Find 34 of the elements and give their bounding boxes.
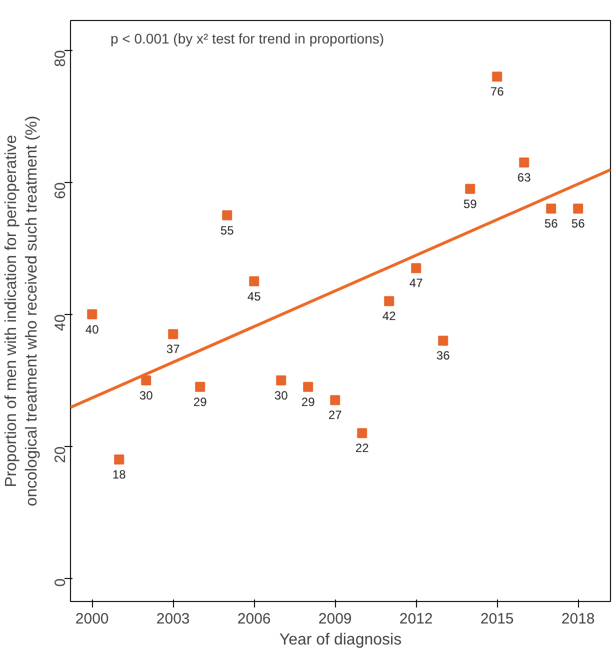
y-tick-label: 20: [52, 446, 69, 464]
x-tick-label: 2006: [237, 610, 271, 628]
data-label: 22: [355, 441, 370, 456]
y-tick-label: 0: [52, 578, 69, 587]
data-label: 29: [301, 394, 316, 409]
y-axis-title: Proportion of men with indication for perioperative oncological treatment who received such treatment (%): [3, 116, 40, 506]
data-label: 30: [139, 388, 154, 402]
y-tick-label: 60: [52, 182, 69, 199]
data-label: 47: [409, 276, 424, 290]
y-tick-label: 40: [52, 314, 69, 331]
x-tick-label: 2003: [156, 610, 190, 628]
data-label: 37: [166, 342, 180, 356]
data-label: 76: [490, 84, 504, 99]
x-axis-title: Year of diagnosis: [279, 632, 402, 648]
x-tick-label: 2015: [480, 610, 514, 628]
data-label: 27: [328, 408, 342, 422]
data-label: 30: [274, 388, 288, 402]
data-label: 42: [382, 309, 396, 324]
data-label: 18: [112, 468, 126, 482]
x-tick-label: 2012: [399, 610, 433, 628]
data-label: 29: [193, 394, 208, 409]
data-label: 56: [571, 216, 586, 231]
data-label: 63: [517, 170, 532, 184]
y-tick-label: 80: [52, 50, 69, 67]
data-label: 40: [85, 322, 100, 336]
data-label: 45: [247, 289, 262, 304]
annotation: p < 0.001 (by x² test for trend in proportions): [110, 30, 384, 46]
data-label: 59: [463, 196, 478, 211]
x-tick-label: 2009: [318, 610, 352, 628]
x-tick-label: 2000: [75, 610, 109, 628]
data-label: 56: [544, 216, 558, 231]
data-label: 36: [436, 348, 450, 363]
x-tick-label: 2018: [561, 610, 595, 628]
data-label: 55: [220, 223, 234, 238]
